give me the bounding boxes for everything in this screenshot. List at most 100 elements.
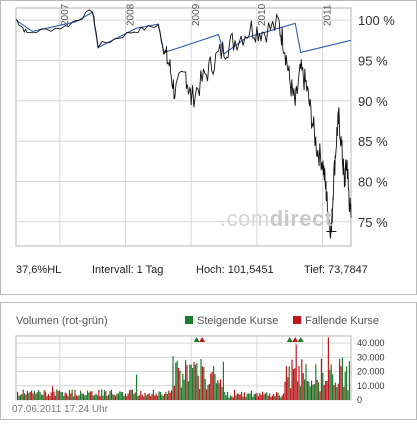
volume-bar bbox=[138, 395, 140, 400]
volume-bar bbox=[162, 396, 164, 400]
volume-bar bbox=[245, 397, 247, 400]
volume-bar bbox=[91, 391, 93, 400]
volume-bar bbox=[341, 357, 343, 400]
volume-bar bbox=[145, 395, 147, 400]
volume-bar bbox=[295, 344, 297, 400]
volume-bar bbox=[39, 391, 41, 400]
volume-tick-label: 0 bbox=[357, 395, 362, 405]
volume-bar bbox=[323, 384, 325, 400]
volume-bar bbox=[31, 390, 33, 400]
volume-bar bbox=[333, 385, 335, 400]
volume-bar bbox=[164, 393, 166, 400]
volume-bar bbox=[67, 396, 69, 400]
volume-bar bbox=[320, 358, 322, 400]
volume-bar bbox=[284, 381, 286, 400]
volume-bar bbox=[313, 384, 315, 400]
volume-bar bbox=[218, 383, 220, 400]
volume-bar bbox=[271, 395, 273, 400]
volume-bar bbox=[61, 392, 63, 400]
volume-bar bbox=[175, 362, 177, 400]
volume-bar bbox=[319, 391, 321, 400]
volume-bar bbox=[169, 392, 171, 400]
volume-bar bbox=[217, 380, 219, 400]
volume-bar bbox=[18, 395, 20, 400]
volume-bar bbox=[214, 374, 216, 400]
volume-bar bbox=[325, 381, 327, 400]
volume-bar bbox=[70, 393, 72, 400]
volume-bar bbox=[192, 368, 194, 400]
volume-bar bbox=[190, 364, 192, 400]
volume-bar bbox=[50, 392, 52, 400]
plot-area bbox=[15, 7, 352, 247]
volume-bar bbox=[201, 366, 203, 400]
volume-bar bbox=[168, 390, 170, 400]
volume-bar bbox=[116, 393, 118, 400]
volume-bar bbox=[112, 394, 114, 400]
volume-bar bbox=[75, 395, 77, 400]
volume-bar bbox=[64, 392, 66, 400]
volume-bar bbox=[326, 381, 328, 400]
volume-bar bbox=[106, 396, 108, 400]
comdirect-watermark: .comdirect bbox=[220, 206, 333, 231]
volume-bar bbox=[56, 389, 58, 400]
volume-bar bbox=[22, 389, 24, 400]
volume-bar bbox=[270, 396, 272, 400]
stat-high: Hoch: 101,5451 bbox=[196, 264, 274, 276]
volume-bar bbox=[183, 379, 185, 400]
volume-bar bbox=[291, 359, 293, 400]
volume-bar bbox=[68, 390, 70, 400]
volume-bar bbox=[266, 392, 268, 400]
volume-bar bbox=[124, 393, 126, 400]
volume-bar bbox=[294, 368, 296, 400]
volume-tick-label: 30.000 bbox=[357, 352, 385, 362]
volume-bar bbox=[176, 360, 178, 400]
volume-bar bbox=[278, 395, 280, 400]
y-tick-label: 85 % bbox=[358, 134, 388, 149]
volume-bar bbox=[249, 393, 251, 400]
volume-bar bbox=[234, 389, 236, 400]
x-tick-label: 2008 bbox=[125, 3, 136, 26]
volume-bar bbox=[109, 391, 111, 400]
volume-bar bbox=[136, 374, 138, 400]
volume-bar bbox=[59, 390, 61, 400]
volume-bar bbox=[299, 386, 301, 400]
legend-rising-label: Steigende Kurse bbox=[197, 315, 279, 327]
volume-bar bbox=[204, 378, 206, 400]
volume-bar bbox=[84, 395, 86, 400]
volume-bar bbox=[95, 393, 97, 400]
volume-bar bbox=[35, 393, 37, 400]
x-tick-label: 2009 bbox=[191, 3, 202, 26]
volume-bar bbox=[256, 393, 258, 400]
volume-bar bbox=[283, 393, 285, 400]
volume-bar bbox=[312, 384, 314, 400]
volume-bar bbox=[73, 396, 75, 400]
volume-bar bbox=[38, 390, 40, 400]
volume-bar bbox=[180, 387, 182, 400]
volume-bar bbox=[306, 380, 308, 400]
volume-bar bbox=[179, 370, 181, 400]
volume-bar bbox=[250, 391, 252, 400]
volume-bar bbox=[24, 393, 26, 400]
volume-bar bbox=[337, 383, 339, 400]
volume-bar bbox=[318, 382, 320, 400]
volume-bar bbox=[340, 366, 342, 400]
volume-bar bbox=[229, 395, 231, 400]
volume-bar bbox=[197, 375, 199, 400]
volume-bar bbox=[66, 393, 68, 400]
volume-tick-label: 20.000 bbox=[357, 367, 385, 377]
x-tick-label: 2010 bbox=[257, 3, 268, 26]
volume-bar bbox=[281, 395, 283, 400]
volume-bar bbox=[119, 391, 121, 400]
volume-bar bbox=[346, 366, 348, 400]
volume-bar bbox=[253, 394, 255, 400]
volume-bar bbox=[329, 369, 331, 400]
volume-bar bbox=[137, 396, 139, 400]
volume-bar bbox=[302, 373, 304, 400]
volume-bar bbox=[102, 395, 104, 400]
volume-tick-label: 10.000 bbox=[357, 381, 385, 391]
volume-bar bbox=[71, 389, 73, 400]
volume-bar bbox=[52, 386, 54, 400]
volume-bar bbox=[248, 393, 250, 400]
volume-bar bbox=[199, 389, 201, 400]
volume-bar bbox=[28, 393, 30, 400]
